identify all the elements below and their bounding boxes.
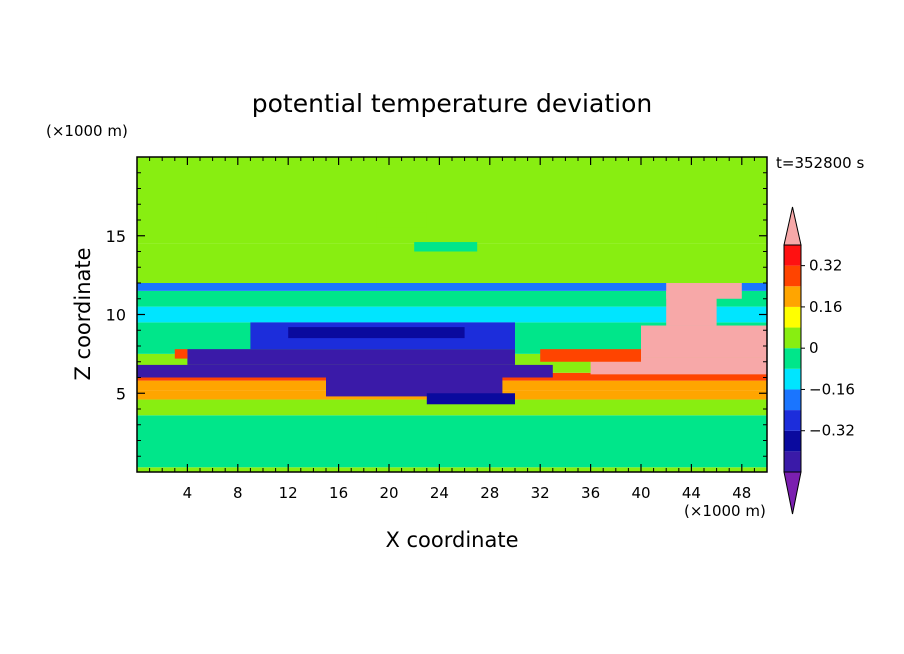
time-label: t=352800 s [776, 154, 864, 172]
field-region-8 [137, 306, 767, 323]
colorbar-band [784, 389, 801, 411]
colorbar-band [784, 348, 801, 369]
x-unit-label: (×1000 m) [684, 502, 766, 520]
field-region-18 [426, 393, 515, 405]
x-tick-label: 8 [233, 484, 243, 502]
colorbar-tick-label: −0.16 [809, 380, 855, 398]
x-tick-label: 4 [183, 484, 193, 502]
field-region-13 [137, 364, 553, 378]
x-axis-label: X coordinate [385, 528, 518, 552]
colorbar-frame [783, 244, 802, 473]
x-tick-label: 40 [631, 484, 650, 502]
y-unit-label: (×1000 m) [46, 122, 128, 140]
colorbar-band [784, 368, 801, 390]
colorbar-band [784, 410, 801, 431]
field-region-22 [666, 283, 742, 299]
field-region-1 [137, 415, 767, 468]
y-tick-label: 15 [106, 227, 126, 246]
plot-area [137, 157, 767, 472]
colorbar-tick-label: 0 [809, 339, 819, 357]
colorbar-band [784, 245, 801, 266]
field-region-9 [137, 290, 767, 307]
colorbar-band [784, 327, 801, 349]
field-region-20 [641, 325, 767, 358]
colorbar-band [784, 306, 801, 328]
y-tick-label: 5 [116, 384, 126, 403]
x-tick-label: 36 [581, 484, 600, 502]
colorbar: 0.32 0.16 0 −0.16 −0.32 [783, 206, 855, 515]
x-tick-label: 32 [531, 484, 550, 502]
colorbar-extend-high [783, 206, 802, 246]
x-tick-label: 24 [430, 484, 449, 502]
field-region-12 [137, 157, 767, 244]
y-tick-label: 10 [106, 306, 126, 325]
field-region-2 [137, 399, 767, 416]
x-tick-label: 20 [379, 484, 398, 502]
field-region-25 [376, 212, 427, 228]
y-axis-label: Z coordinate [71, 247, 95, 380]
field-region-17 [326, 377, 503, 397]
colorbar-tick-label: 0.16 [809, 298, 842, 316]
field-region-26 [414, 242, 478, 252]
colorbar-band [784, 430, 801, 452]
field-region-14 [187, 349, 515, 365]
field-region-23 [540, 349, 641, 362]
x-tick-label: 16 [329, 484, 348, 502]
x-axis: 4 8 12 16 20 24 28 32 36 40 44 48 [149, 157, 755, 502]
x-tick-label: 12 [279, 484, 298, 502]
colorbar-extend-low [783, 471, 802, 515]
field-region-24 [174, 349, 188, 359]
field-region-10 [137, 283, 767, 291]
colorbar-band [784, 265, 801, 287]
chart-title: potential temperature deviation [252, 89, 652, 118]
colorbar-band [784, 286, 801, 307]
colorbar-tick-label: −0.32 [809, 422, 855, 440]
x-tick-label: 48 [732, 484, 751, 502]
x-tick-label: 28 [480, 484, 499, 502]
x-tick-label: 44 [682, 484, 701, 502]
colorbar-tick-label: 0.32 [809, 257, 842, 275]
y-axis: 5 10 15 [106, 172, 767, 457]
colorbar-band [784, 451, 801, 472]
field-region-16 [288, 327, 465, 339]
